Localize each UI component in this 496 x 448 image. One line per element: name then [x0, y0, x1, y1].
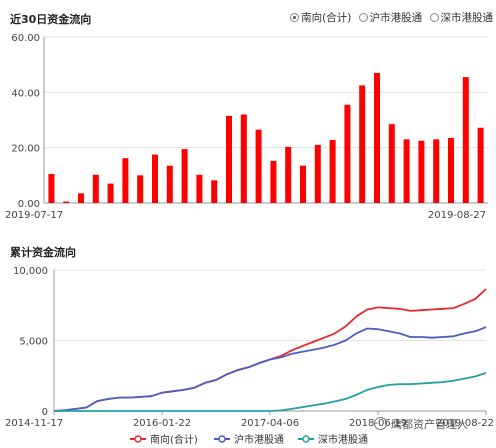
daily-flow-bar-chart: 0.00 20.00 40.00 60.00 2019-07-17 2019-08-27 [5, 33, 488, 221]
x-tick-label: 2016-01-22 [133, 418, 191, 429]
y-tick-label: 40.00 [11, 88, 40, 99]
y-tick-label: 0 [42, 407, 48, 418]
legend-label: 沪市港股通 [234, 433, 284, 446]
bar [477, 127, 484, 203]
bar [137, 175, 144, 203]
bottom-chart-title: 累计资金流向 [10, 246, 76, 259]
bar [240, 114, 247, 203]
bar [92, 174, 99, 203]
watermark: 鹰都资产管理人 [374, 416, 468, 432]
x-tick-label: 2017-04-06 [241, 418, 299, 429]
bar [374, 72, 380, 203]
legend-marker [302, 435, 310, 443]
bar [107, 183, 114, 203]
bar [314, 144, 321, 203]
bar [300, 165, 306, 203]
series-line [54, 372, 487, 412]
radio-icon[interactable] [429, 13, 439, 22]
bar [270, 160, 277, 203]
y-tick-label: 20.00 [11, 144, 40, 155]
bar [359, 85, 366, 203]
x-tick-label: 2019-07-17 [5, 210, 63, 221]
radio-icon[interactable] [358, 13, 368, 22]
bar [166, 165, 173, 203]
radio-selected-icon[interactable] [290, 13, 300, 22]
bar [433, 139, 440, 203]
tab-shenzhen-connect[interactable]: 深市港股通 [429, 10, 494, 25]
tab-southbound-total[interactable]: 南向(合计) [290, 10, 351, 25]
legend-label: 南向(合计) [150, 433, 198, 446]
top-header: 近30日资金流向 南向(合计) 沪市港股通 深市港股通 [0, 0, 496, 30]
market-tabs: 南向(合计) 沪市港股通 深市港股通 [286, 10, 493, 25]
bar [122, 158, 129, 203]
bar [329, 139, 336, 203]
bar [211, 180, 218, 203]
x-tick-label: 2019-08-22 [436, 418, 494, 429]
tab-label: 深市港股通 [440, 12, 494, 24]
tab-shanghai-connect[interactable]: 沪市港股通 [358, 10, 423, 25]
bar [418, 140, 425, 203]
top-chart-title: 近30日资金流向 [10, 13, 92, 26]
bar [448, 137, 454, 203]
series-line [53, 288, 487, 412]
bar [255, 129, 262, 203]
watermark-text: 鹰都资产管理人 [391, 418, 468, 431]
legend-label: 深市港股通 [318, 433, 368, 446]
y-tick-label: 5,000 [19, 337, 48, 348]
y-tick-label: 0.00 [18, 199, 40, 210]
bar [63, 201, 70, 203]
series-line [53, 326, 487, 412]
wechat-logo-icon [374, 417, 387, 430]
legend-marker [134, 435, 142, 443]
bar [48, 173, 55, 203]
bar [462, 77, 469, 203]
bar [78, 193, 84, 203]
x-tick-label: 2019-08-27 [428, 210, 486, 221]
bar [344, 104, 351, 203]
legend-marker [218, 435, 226, 443]
tab-label: 沪市港股通 [369, 12, 423, 24]
x-tick-label: 2014-11-17 [5, 418, 63, 429]
bar [285, 146, 292, 203]
bar [152, 154, 158, 203]
bar [403, 139, 410, 203]
tab-label: 南向(合计) [301, 12, 352, 24]
bar [196, 174, 203, 203]
y-tick-label: 10,000 [13, 266, 48, 277]
bar [181, 149, 188, 203]
bar [388, 124, 395, 203]
y-tick-label: 60.00 [11, 33, 40, 44]
bar [226, 115, 232, 203]
